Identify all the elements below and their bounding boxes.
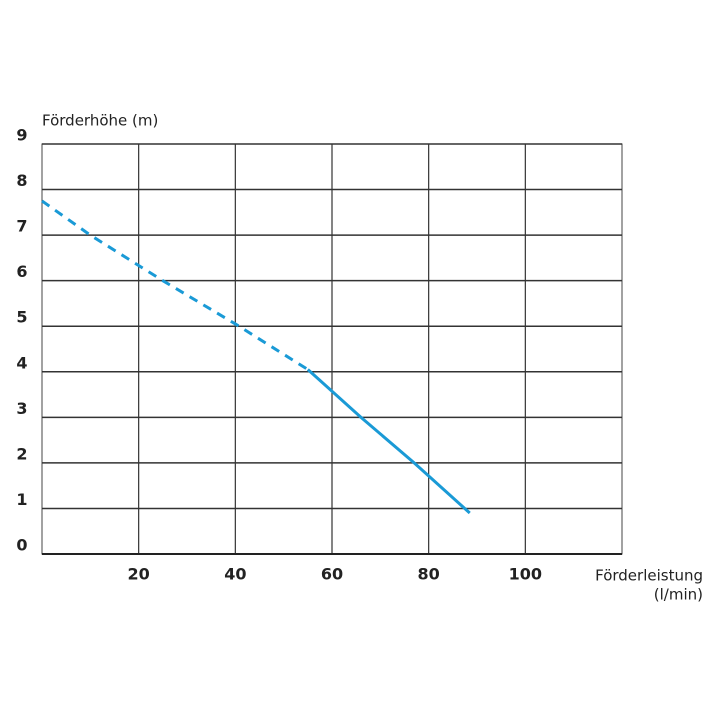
y-axis-label: Förderhöhe (m) (42, 112, 158, 130)
curve (41, 199, 309, 371)
x-tick-label: 20 (128, 565, 150, 584)
y-tick-label: 6 (16, 262, 27, 281)
y-tick-label: 0 (16, 536, 27, 555)
x-tick-label: 80 (418, 565, 440, 584)
x-tick-label: 40 (224, 565, 246, 584)
x-axis-label: Förderleistung (595, 567, 703, 585)
y-tick-label: 7 (16, 217, 27, 236)
y-tick-label: 8 (16, 171, 27, 190)
y-tick-label: 1 (16, 490, 27, 509)
y-tick-label: 4 (16, 353, 27, 372)
y-tick-label: 5 (16, 308, 27, 327)
x-tick-label: 60 (321, 565, 343, 584)
x-axis-label: (l/min) (654, 586, 703, 604)
y-tick-label: 9 (16, 126, 27, 145)
y-tick-label: 3 (16, 399, 27, 418)
curve (306, 368, 471, 515)
x-tick-label: 100 (509, 565, 542, 584)
y-tick-label: 2 (16, 444, 27, 463)
